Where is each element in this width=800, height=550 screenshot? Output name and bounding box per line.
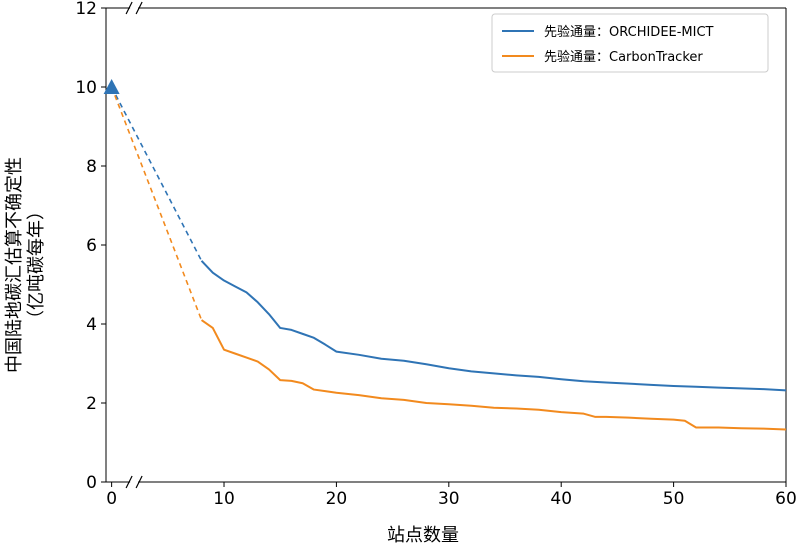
legend: 先验通量：ORCHIDEE-MICT 先验通量：CarbonTracker: [491, 13, 769, 73]
x-axis-title: 站点数量: [387, 525, 459, 546]
series-1-line: [200, 319, 787, 431]
y-axis-title-line1: 中国陆地碳汇估算不确定性: [4, 157, 25, 373]
x-tick-label-40: 40: [550, 489, 572, 509]
y-tick-label-8: 8: [86, 157, 97, 177]
legend-label-1: 先验通量：CarbonTracker: [544, 49, 703, 65]
y-tick-label-10: 10: [75, 78, 97, 98]
y-axis-title: 中国陆地碳汇估算不确定性 （亿吨碳每年）: [4, 157, 47, 373]
y-tick-label-4: 4: [86, 315, 97, 335]
axis-break-bottom-2: [135, 475, 143, 489]
x-tick-label-10: 10: [213, 489, 235, 509]
x-tick-label-0: 0: [106, 489, 117, 509]
series-1-dashed-connector: [110, 86, 203, 321]
x-tick-label-30: 30: [438, 489, 460, 509]
series-0-line: [200, 260, 787, 392]
y-tick-label-12: 12: [75, 0, 97, 19]
legend-box: [491, 13, 769, 73]
series-0-dashed-connector: [110, 86, 203, 262]
axis-break-top-1: [125, 1, 133, 15]
y-tick-label-2: 2: [86, 394, 97, 414]
x-tick-label-60: 60: [775, 489, 797, 509]
plot-area: 0 10 20 30 40 50 60 0 2 4 6 8 10 12: [75, 0, 796, 509]
y-axis-title-line2: （亿吨碳每年）: [26, 202, 47, 328]
x-tick-label-20: 20: [326, 489, 348, 509]
start-point-marker: [103, 79, 120, 94]
axis-break-top-2: [135, 1, 143, 15]
y-tick-label-6: 6: [86, 236, 97, 256]
x-tick-label-50: 50: [663, 489, 685, 509]
y-tick-label-0: 0: [86, 473, 97, 493]
axis-break-bottom-1: [125, 475, 133, 489]
legend-label-0: 先验通量：ORCHIDEE-MICT: [544, 24, 714, 40]
